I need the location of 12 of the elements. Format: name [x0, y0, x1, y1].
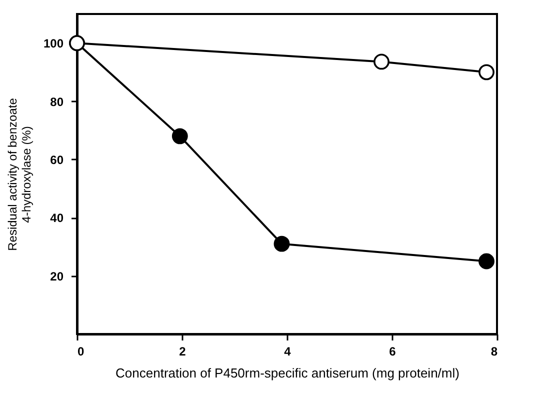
x-tick-label: 2	[179, 344, 186, 358]
y-axis-title: Residual activity of benzoate 4-hydroxylase (%)	[5, 98, 34, 251]
x-tick-label: 8	[490, 344, 498, 358]
y-tick-label: 40	[50, 211, 64, 226]
y-tick-label: 60	[50, 152, 64, 167]
y-tick-label: 80	[50, 94, 64, 109]
x-tick-label: 6	[389, 344, 396, 358]
y-tick-label: 20	[50, 269, 64, 284]
x-tick-label: 4	[284, 344, 292, 358]
y-tick-label: 100	[43, 36, 64, 51]
x-axis-title: Concentration of P450rm-specific antiserum (mg protein/ml)	[116, 366, 460, 380]
x-tick-label: 0	[78, 344, 84, 358]
